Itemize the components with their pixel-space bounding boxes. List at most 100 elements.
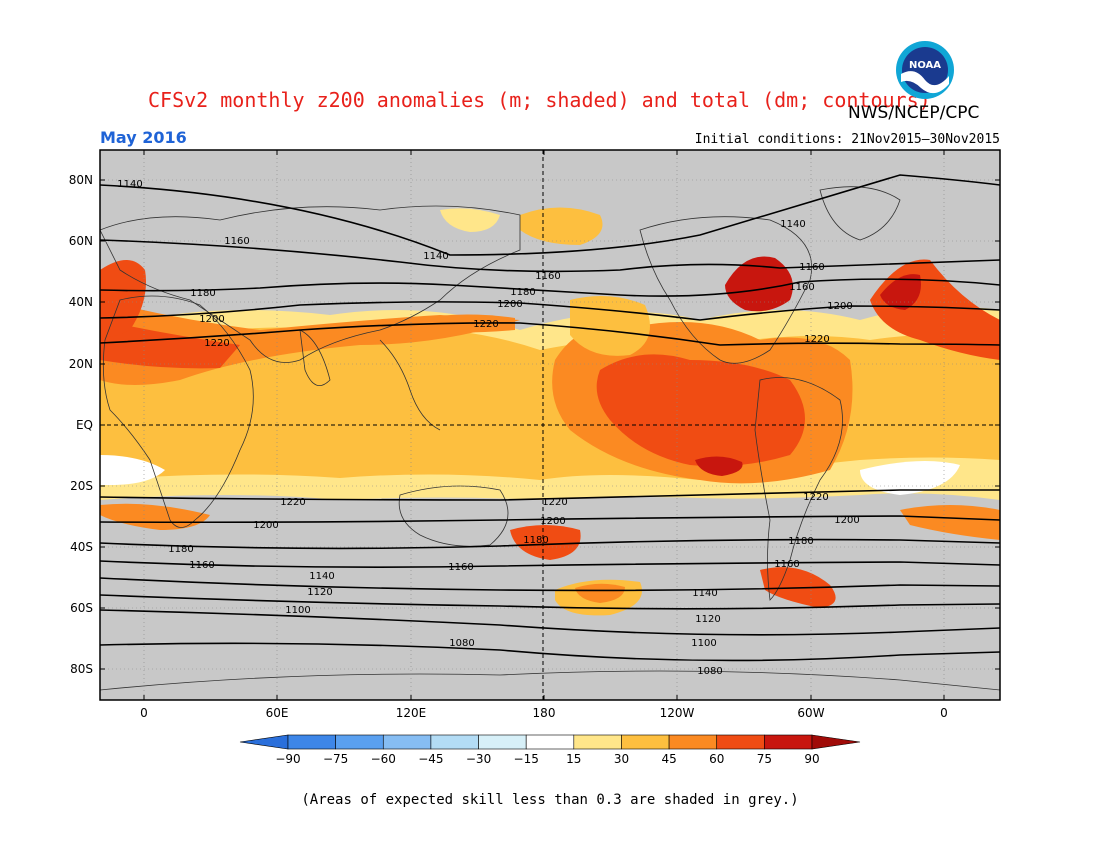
colorbar-swatch xyxy=(668,734,718,750)
anomaly-white-patch-1 xyxy=(100,455,165,485)
anomaly-south-atlantic xyxy=(900,505,1000,540)
contour-label: 1200 xyxy=(834,515,859,526)
colorbar-tick-label: 30 xyxy=(614,752,629,766)
lat-label-60s: 60S xyxy=(70,601,93,615)
contour-label: 1160 xyxy=(774,559,799,570)
colorbar-swatch xyxy=(716,734,765,750)
contour-label: 1160 xyxy=(789,282,814,293)
colorbar-swatch xyxy=(573,734,622,750)
lon-label-120w: 120W xyxy=(660,706,695,720)
lon-label-0: 0 xyxy=(140,706,148,720)
anomaly-north-pacific xyxy=(570,296,650,356)
colorbar-tick-label: 75 xyxy=(757,752,772,766)
contour-label: 1180 xyxy=(788,536,813,547)
contour-1140-north xyxy=(100,174,1000,256)
contour-label: 1200 xyxy=(497,299,522,310)
colorbar-swatch xyxy=(478,734,527,750)
colorbar-tick-label: 90 xyxy=(804,752,819,766)
colorbar-swatch xyxy=(287,734,336,750)
colorbar-tick-label: 45 xyxy=(661,752,676,766)
contour-label: 1140 xyxy=(423,251,448,262)
contour-label: 1160 xyxy=(448,562,473,573)
lat-label-eq: EQ xyxy=(76,418,93,432)
anomaly-pacific-core xyxy=(695,456,743,476)
coast-africa xyxy=(102,295,254,528)
initial-conditions: Initial conditions: 21Nov2015–30Nov2015 xyxy=(694,132,1000,147)
contour-label: 1220 xyxy=(803,492,828,503)
contour-label: 1220 xyxy=(204,338,229,349)
colorbar-swatch xyxy=(430,734,479,750)
anomaly-pacific-max xyxy=(596,354,805,467)
contour-label: 1160 xyxy=(799,262,824,273)
contour-label: 1120 xyxy=(307,587,332,598)
contour-label: 1140 xyxy=(309,571,334,582)
colorbar-tick-label: −30 xyxy=(466,752,491,766)
anomaly-north-america xyxy=(725,256,793,312)
skill-footnote: (Areas of expected skill less than 0.3 a… xyxy=(301,792,799,808)
colorbar-swatch xyxy=(335,734,384,750)
coast-india xyxy=(299,329,331,387)
colorbar-tick-label: −15 xyxy=(514,752,539,766)
contour-1180-north xyxy=(100,278,1000,297)
contour-label: 1080 xyxy=(697,666,722,677)
contour-1180-south xyxy=(100,538,1000,550)
lat-label-40n: 40N xyxy=(69,295,93,309)
colorbar-swatch xyxy=(621,734,670,750)
anomaly-atlantic-core xyxy=(880,274,921,310)
contour-label: 1180 xyxy=(190,288,215,299)
lon-label-60e: 60E xyxy=(266,706,289,720)
figure-title: CFSv2 monthly z200 anomalies (m; shaded)… xyxy=(148,88,931,112)
contour-1200-south xyxy=(100,515,1000,524)
contour-label: 1220 xyxy=(804,334,829,345)
contour-1220-south xyxy=(100,489,1000,501)
contour-label: 1200 xyxy=(827,301,852,312)
colorbar-tick-label: −45 xyxy=(418,752,443,766)
contour-1080-south xyxy=(100,642,1000,662)
axis-ticks xyxy=(100,150,1000,700)
colorbar-tick-label: 60 xyxy=(709,752,724,766)
lat-label-80n: 80N xyxy=(69,173,93,187)
colorbar-swatch xyxy=(764,734,813,750)
anomaly-south-pacific-core xyxy=(575,583,625,603)
contour-labels: 1140 1160 1140 1160 1180 1180 1200 1200 … xyxy=(117,179,859,677)
forecast-month: May 2016 xyxy=(100,128,187,147)
contour-label: 1220 xyxy=(542,497,567,508)
coast-north-america xyxy=(639,216,812,364)
contour-label: 1180 xyxy=(168,544,193,555)
lat-labels: 80N 60N 40N 20N EQ 20S 40S 60S 80S xyxy=(69,173,93,676)
contour-1120-south xyxy=(100,594,1000,610)
anomaly-white-patch-2 xyxy=(860,461,960,495)
contour-label: 1200 xyxy=(199,314,224,325)
contour-label: 1140 xyxy=(692,588,717,599)
contour-label: 1220 xyxy=(280,497,305,508)
anomaly-tasman xyxy=(510,525,581,560)
contour-label: 1080 xyxy=(449,638,474,649)
contour-label: 1220 xyxy=(473,319,498,330)
organization-label: NWS/NCEP/CPC xyxy=(848,103,980,123)
lon-label-120e: 120E xyxy=(396,706,427,720)
anomaly-arctic-pacific xyxy=(520,207,603,245)
contour-1200-north xyxy=(100,301,1000,321)
lat-label-20s: 20S xyxy=(70,479,93,493)
lon-label-60w: 60W xyxy=(797,706,824,720)
coast-australia xyxy=(398,485,509,547)
colorbar-tick-label: −75 xyxy=(323,752,348,766)
height-contours xyxy=(100,174,1000,662)
lat-label-80s: 80S xyxy=(70,662,93,676)
contour-label: 1200 xyxy=(253,520,278,531)
anomaly-arctic-siberia xyxy=(440,208,500,232)
lon-label-0-east: 0 xyxy=(940,706,948,720)
lat-label-40s: 40S xyxy=(70,540,93,554)
contour-label: 1180 xyxy=(523,535,548,546)
colorbar-tick-label: −60 xyxy=(371,752,396,766)
contour-label: 1100 xyxy=(285,605,310,616)
lat-label-20n: 20N xyxy=(69,357,93,371)
colorbar: −90 −75 −60 −45 −30 −15 15 30 45 60 75 90 xyxy=(239,734,861,766)
lon-labels: 0 60E 120E 180 120W 60W 0 xyxy=(140,706,948,720)
contour-label: 1100 xyxy=(691,638,716,649)
colorbar-tick-label: 15 xyxy=(566,752,581,766)
noaa-logo-icon: NOAA xyxy=(896,41,954,99)
contour-1140-south xyxy=(100,577,1000,592)
